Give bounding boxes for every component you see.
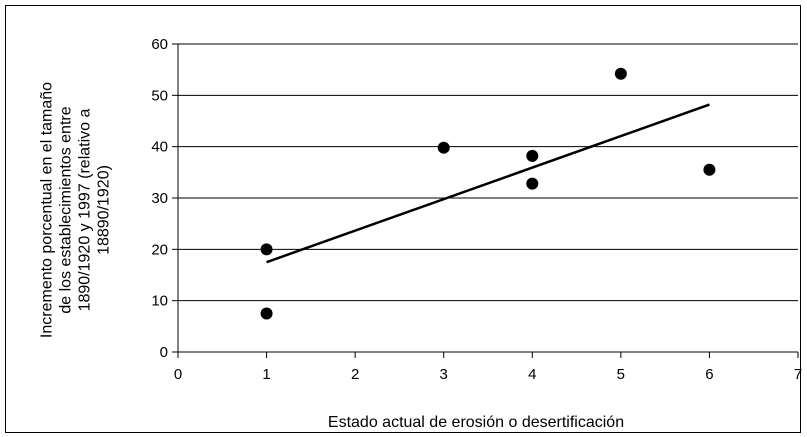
data-point [437,141,450,154]
gridlines [178,43,798,302]
y-axis-title-line: 1890/1920 y 1997 (relativo a [77,108,94,311]
y-axis-title-line: 18890/1920) [96,165,113,255]
data-point [260,307,273,320]
data-point [703,163,716,176]
x-tick-label: 4 [528,366,536,383]
y-tick-label: 20 [151,241,168,258]
data-points [260,67,716,320]
data-point [260,243,273,256]
data-point [614,67,627,80]
x-tick-label: 6 [705,366,713,383]
y-tick-label: 30 [151,190,168,207]
x-tick-label: 1 [262,366,270,383]
y-tick-label: 60 [151,36,168,53]
x-tick-label: 2 [351,366,359,383]
data-point [526,149,539,162]
x-tick-label: 7 [794,366,802,383]
x-tick-label: 3 [440,366,448,383]
chart-frame [5,5,801,433]
x-tick-label: 5 [617,366,625,383]
data-point [526,177,539,190]
y-tick-label: 10 [151,293,168,310]
y-tick-label: 50 [151,87,168,104]
trendline [266,103,710,264]
y-axis-title: Incremento porcentual en el tamaño de los… [39,82,113,338]
y-axis-ticks: 0 10 20 30 40 50 60 [151,36,178,361]
y-axis-title-line: de los establecimientos entre [58,106,75,313]
x-tick-label: 0 [174,366,182,383]
y-axis-title-line: Incremento porcentual en el tamaño [39,82,56,338]
trendline-group [266,103,710,264]
x-axis-ticks: 0 1 2 3 4 5 6 7 [174,352,802,383]
y-tick-label: 0 [160,344,168,361]
y-tick-label: 40 [151,139,168,156]
x-axis-title: Estado actual de erosión o desertificaci… [328,414,624,431]
